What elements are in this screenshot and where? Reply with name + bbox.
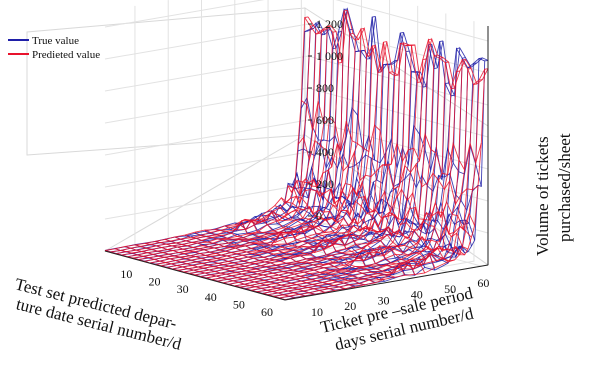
- x-tick-label-20: 20: [148, 275, 160, 289]
- x-axis-ticks: 10 20 30 40 50 60: [120, 267, 273, 319]
- surface-line-y-predicted-46: [254, 211, 436, 269]
- z-axis-label: Volume of tickets purchased/sheet: [533, 132, 574, 256]
- x-tick-label-60: 60: [261, 305, 273, 319]
- y-axis-ticks: 10 20 30 40 50 60: [311, 276, 489, 319]
- surface-line-y-predicted-62: [307, 10, 489, 90]
- surface-line-y-predicted-54: [281, 197, 462, 254]
- z-tick-label-3: 600: [316, 113, 334, 127]
- y-tick-label-50: 50: [444, 282, 456, 296]
- surface-line-y-predicted-22: [174, 236, 356, 288]
- z-axis-label-line-1: Volume of tickets: [533, 136, 552, 256]
- surface-line-y-predicted-7: [124, 246, 306, 297]
- surface-mesh: [104, 7, 489, 301]
- y-tick-label-40: 40: [411, 288, 423, 302]
- surface-line-y-true-59: [297, 139, 479, 212]
- back-pane-left: [26, 7, 306, 156]
- surface-line-y-predicted-52: [274, 205, 455, 262]
- z-tick-label-4: 800: [316, 81, 334, 95]
- x-tick-label-30: 30: [177, 282, 189, 296]
- surface-line-y-true-55: [284, 201, 466, 254]
- y-tick-label-30: 30: [378, 293, 390, 307]
- z-tick-label-2: 400: [316, 145, 334, 159]
- z-tick-label-0: 0: [316, 209, 322, 223]
- x-axis-label: Test set predicted depar- ture date seri…: [8, 274, 188, 353]
- surface-line-y-predicted-31: [204, 229, 385, 281]
- grid-line-y-4: [267, 0, 449, 273]
- x-tick-label-10: 10: [120, 267, 132, 281]
- grid-line-z-6: [104, 0, 489, 42]
- z-axis-label-line-2: purchased/sheet: [555, 133, 574, 242]
- y-axis-label: Ticket pre –sale period days serial numb…: [319, 282, 484, 356]
- y-tick-label-20: 20: [344, 299, 356, 313]
- z-tick-label-5: 1 000: [316, 49, 343, 63]
- grid-line-y-3: [234, 0, 415, 279]
- surface-line-y-predicted-57: [290, 179, 472, 238]
- surface-line-y-predicted-25: [184, 234, 365, 286]
- surface-line-y-predicted-16: [154, 240, 336, 291]
- grid-line-y-5: [300, 0, 482, 267]
- surface-line-y-predicted-43: [244, 218, 426, 274]
- surface-line-y-predicted-10: [134, 244, 316, 295]
- surface-line-y-predicted-50: [268, 210, 449, 263]
- surface-line-y-predicted-40: [234, 219, 416, 275]
- z-tick-label-6: 1 200: [316, 17, 343, 31]
- x-tick-label-50: 50: [233, 298, 245, 312]
- axis-lines: [104, 26, 489, 301]
- surface-line-y-predicted-61: [304, 10, 486, 91]
- grid-line-y-0: [134, 5, 316, 296]
- y-tick-label-10: 10: [311, 305, 323, 319]
- surface-line-y-predicted-13: [144, 242, 326, 293]
- surface-line-y-true-31: [204, 230, 386, 282]
- legend-label-predicted: Predieted value: [32, 49, 100, 61]
- surface-line-y-predicted-60: [301, 100, 482, 176]
- x-tick-label-40: 40: [205, 290, 217, 304]
- surface-line-y-predicted-19: [164, 238, 346, 290]
- surface-series-predicted: [104, 9, 489, 301]
- y-axis-line: [284, 264, 489, 301]
- surface-line-y-predicted-28: [194, 231, 376, 284]
- y-tick-label-60: 60: [477, 276, 489, 290]
- legend: True value Predieted value: [8, 35, 100, 61]
- surface-line-y-true-54: [281, 205, 462, 259]
- surface-line-y-predicted-37: [224, 219, 406, 276]
- surface-line-y-predicted-4: [114, 248, 296, 299]
- surface-line-y-predicted-34: [214, 229, 395, 278]
- legend-label-true: True value: [32, 35, 79, 47]
- surface-line-y-true-60: [300, 96, 482, 187]
- z-tick-label-1: 200: [316, 177, 334, 191]
- surface-line-y-predicted-1: [104, 250, 286, 301]
- x-axis-line: [104, 250, 286, 301]
- surface-line-y-predicted-59: [297, 136, 479, 206]
- surface-line-y-predicted-58: [294, 169, 476, 231]
